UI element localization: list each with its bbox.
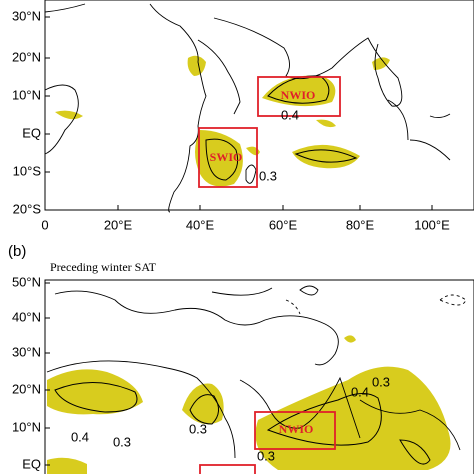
x-tick-label: 80°E	[346, 217, 375, 232]
labels: 30°N 20°N 10°N EQ 10°S 20°S0 20°E 40°E 60°E 80°E 1…	[8, 8, 450, 471]
contour-label: 0.4	[281, 107, 299, 122]
y-tick-label: 20°N	[12, 49, 41, 64]
y-tick-label: 10°N	[12, 419, 41, 434]
y-tick-label: 30°N	[12, 8, 41, 23]
panel-label: (b)	[8, 243, 26, 260]
contour-label: 0.3	[372, 374, 390, 389]
y-tick-label: 20°N	[12, 381, 41, 396]
region-label: NWIO	[279, 422, 314, 436]
y-tick-label: 30°N	[12, 344, 41, 359]
panel-a-map	[44, 0, 474, 213]
x-tick-label: 0	[41, 217, 48, 232]
y-tick-label: EQ	[22, 125, 41, 140]
y-tick-label: EQ	[22, 456, 41, 471]
contour-label: 0.4	[351, 384, 369, 399]
y-tick-label: 40°N	[12, 309, 41, 324]
y-tick-label: 50°N	[12, 274, 41, 289]
panel-title: Preceding winter SAT	[50, 260, 157, 274]
x-tick-label: 60°E	[269, 217, 298, 232]
panel-b-map	[44, 279, 474, 474]
contour-label: 0.3	[257, 448, 275, 463]
region-label: NWIO	[281, 88, 316, 102]
x-tick-label: 40°E	[186, 217, 215, 232]
x-tick-label: 20°E	[104, 217, 133, 232]
contour-label: 0.3	[189, 421, 207, 436]
contour-label: 0.3	[259, 168, 277, 183]
contour-label: 0.3	[113, 434, 131, 449]
y-tick-label: 10°S	[13, 163, 42, 178]
x-tick-label: 100°E	[414, 217, 450, 232]
contour-label: 0.4	[71, 429, 89, 444]
y-tick-label: 10°N	[12, 87, 41, 102]
region-label: SWIO	[210, 150, 243, 164]
y-tick-label: 20°S	[13, 201, 42, 216]
